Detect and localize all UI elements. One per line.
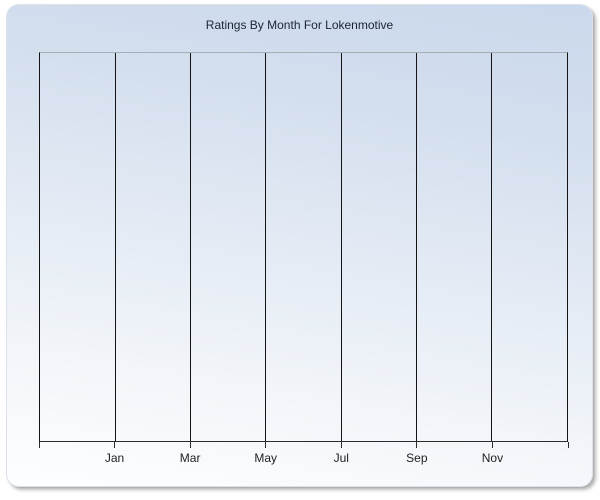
x-axis-label: Sep [406,451,428,465]
x-axis-tick [491,442,493,448]
x-axis-label: Jul [333,451,349,465]
chart-title: Ratings By Month For Lokenmotive [205,18,394,32]
vertical-gridline [265,53,267,441]
x-axis-label: May [254,451,278,465]
plot-area [39,52,568,442]
vertical-gridline [190,53,192,441]
x-axis-label: Mar [179,451,201,465]
vertical-gridline [340,53,342,441]
x-axis-tick [38,442,40,448]
x-axis-label: Nov [481,451,504,465]
x-axis-tick [416,442,418,448]
x-axis-label: Jan [104,451,125,465]
chart-panel: Ratings By Month For Lokenmotive Jan Mar M… [6,4,593,487]
x-axis-tick [189,442,191,448]
vertical-gridline [491,53,493,441]
x-axis-tick [340,442,342,448]
x-axis-tick [114,442,116,448]
x-axis-tick [567,442,569,448]
vertical-gridline [114,53,116,441]
x-axis-tick [265,442,267,448]
vertical-gridline [415,53,417,441]
